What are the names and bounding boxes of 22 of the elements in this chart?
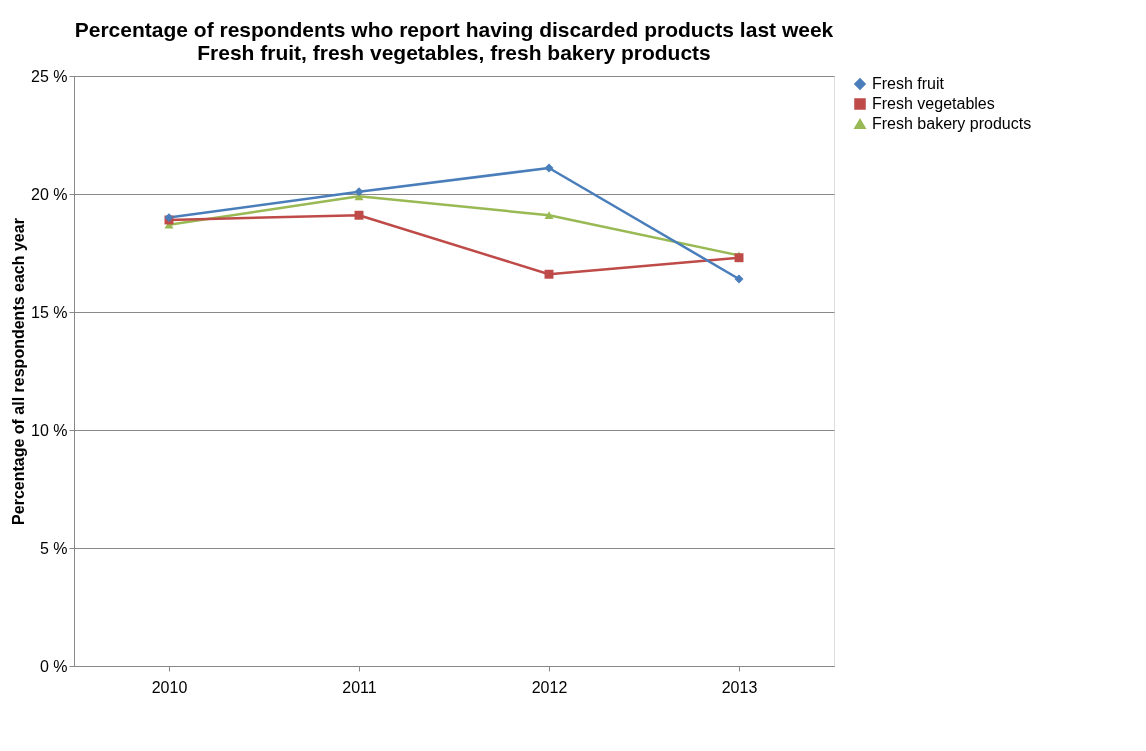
y-axis-title: Percentage of all respondents each year bbox=[10, 218, 28, 525]
chart-subtitle: Fresh fruit, fresh vegetables, fresh bakery products bbox=[197, 41, 711, 64]
x-tick-label: 2013 bbox=[721, 678, 758, 696]
y-tick-label: 25 % bbox=[31, 67, 68, 85]
point bbox=[544, 269, 554, 279]
legend-label: Fresh vegetables bbox=[872, 95, 995, 112]
point bbox=[354, 210, 364, 220]
x-tick-label: 2012 bbox=[531, 678, 568, 696]
y-tick-label: 10 % bbox=[31, 421, 68, 439]
point bbox=[734, 274, 744, 284]
point bbox=[544, 163, 554, 173]
x-tick-label: 2011 bbox=[342, 678, 377, 696]
y-tick-label: 20 % bbox=[31, 185, 68, 203]
y-tick-label: 15 % bbox=[31, 303, 68, 321]
point bbox=[354, 187, 364, 197]
chart-title: Percentage of respondents who report having discarded products last week bbox=[74, 18, 834, 41]
legend-label: Fresh bakery products bbox=[872, 115, 1032, 132]
point bbox=[544, 211, 554, 220]
legend-label: Fresh fruit bbox=[872, 75, 945, 92]
x-tick-label: 2010 bbox=[151, 678, 188, 696]
y-tick-label: 5 % bbox=[39, 539, 68, 557]
y-tick-label: 0 % bbox=[39, 657, 68, 675]
